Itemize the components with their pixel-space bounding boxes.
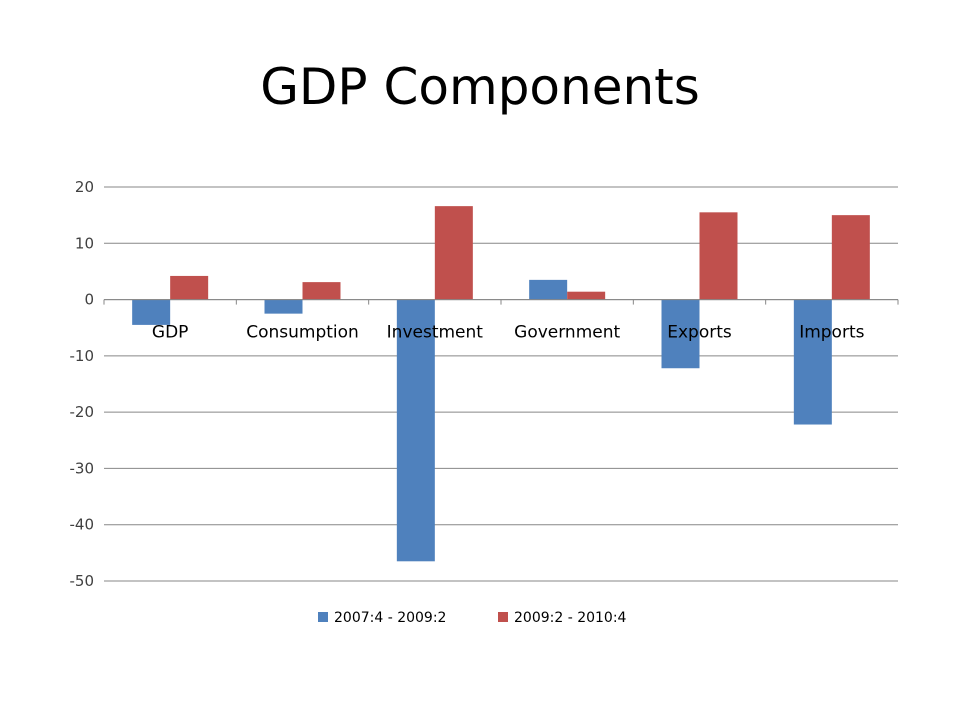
bar-1-gdp	[132, 299, 171, 325]
category-label: Consumption	[246, 323, 359, 343]
bars	[132, 206, 870, 562]
category-label: Government	[514, 323, 620, 343]
bar-1-investment	[396, 299, 435, 562]
y-axis-tick-labels: 20 10 0 -10 -20 -30 -40 -50	[70, 178, 95, 590]
y-tick-label: -30	[70, 459, 95, 477]
y-tick-label: 0	[84, 291, 94, 309]
bar-1-exports	[661, 299, 700, 369]
y-tick-label: -50	[70, 572, 95, 590]
category-labels: GDP Consumption Investment Government Export…	[152, 323, 865, 343]
category-label: Imports	[799, 323, 864, 343]
y-tick-label: -40	[70, 516, 95, 534]
category-label: Investment	[387, 323, 484, 343]
legend-label: 2007:4 - 2009:2	[334, 610, 446, 626]
legend: 2007:4 - 2009:2 2009:2 - 2010:4	[318, 610, 627, 626]
chart-title: GDP Components	[260, 58, 700, 116]
bar-2-investment	[434, 206, 473, 300]
legend-swatch	[318, 612, 328, 622]
y-tick-label: 20	[75, 178, 94, 196]
bar-1-imports	[793, 299, 832, 425]
legend-swatch	[498, 612, 508, 622]
bar-2-imports	[831, 215, 870, 300]
bar-2-consumption	[302, 282, 341, 300]
bar-1-consumption	[264, 299, 303, 314]
bar-2-gdp	[170, 275, 209, 300]
bar-2-exports	[699, 212, 738, 300]
bar-2-government	[567, 291, 606, 300]
category-label: GDP	[152, 323, 189, 343]
y-tick-label: 10	[75, 234, 94, 252]
y-tick-label: -10	[70, 347, 95, 365]
legend-label: 2009:2 - 2010:4	[514, 610, 627, 626]
y-tick-label: -20	[70, 403, 95, 421]
gridlines	[104, 186, 898, 582]
bar-1-government	[529, 279, 568, 300]
category-label: Exports	[667, 323, 732, 343]
x-axis	[103, 299, 899, 305]
